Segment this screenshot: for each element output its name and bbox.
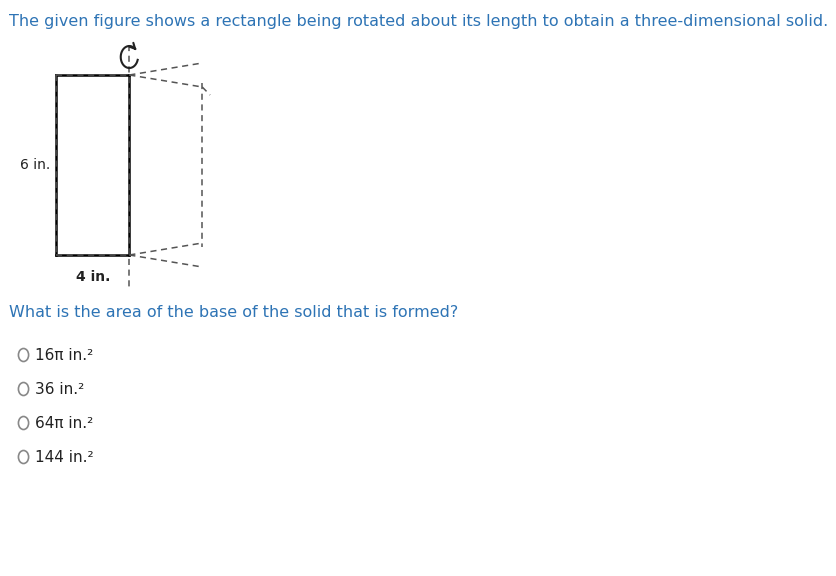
Text: The given figure shows a rectangle being rotated about its length to obtain a th: The given figure shows a rectangle being… xyxy=(9,14,828,29)
Text: 16π in.²: 16π in.² xyxy=(35,347,93,362)
Text: What is the area of the base of the solid that is formed?: What is the area of the base of the soli… xyxy=(9,305,459,320)
Text: 64π in.²: 64π in.² xyxy=(35,415,93,430)
Text: 4 in.: 4 in. xyxy=(76,270,110,284)
Text: 6 in.: 6 in. xyxy=(20,158,50,172)
Text: 36 in.²: 36 in.² xyxy=(35,381,84,396)
Text: 144 in.²: 144 in.² xyxy=(35,449,94,464)
